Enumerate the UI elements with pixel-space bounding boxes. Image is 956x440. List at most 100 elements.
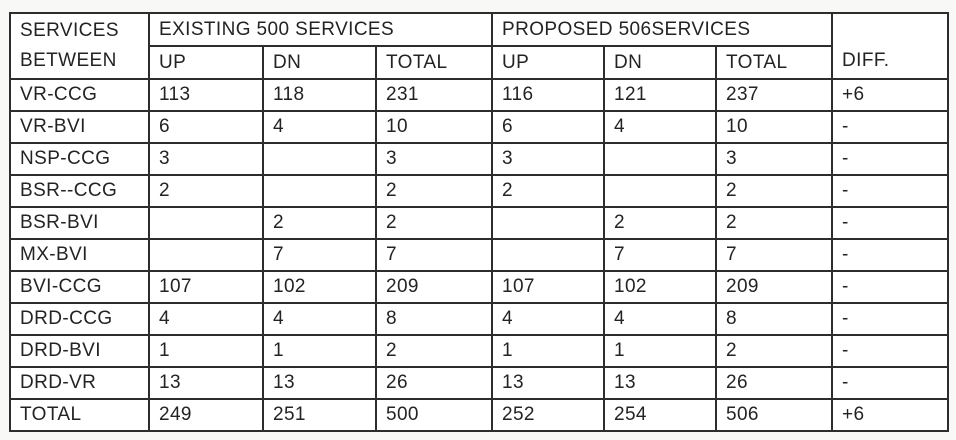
cell-proposed-total: 506 (714, 398, 834, 432)
cell-proposed-dn: 121 (603, 78, 717, 112)
cell-proposed-total: 8 (714, 302, 834, 336)
cell-diff: - (831, 366, 950, 400)
header-proposed-group: PROPOSED 506SERVICES (490, 12, 834, 47)
cell-proposed-up (491, 206, 605, 240)
cell-existing-dn: 102 (262, 270, 377, 304)
cell-existing-total: 2 (375, 206, 493, 240)
cell-existing-up: 6 (148, 110, 264, 144)
cell-diff: - (831, 334, 950, 368)
cell-proposed-dn: 13 (603, 366, 717, 400)
cell-diff: - (831, 142, 950, 176)
cell-existing-total: 7 (375, 238, 493, 272)
cell-existing-total: 8 (375, 302, 493, 336)
cell-proposed-total: 209 (714, 270, 834, 304)
services-comparison-table: SERVICES BETWEEN EXISTING 500 SERVICES P… (9, 12, 950, 432)
cell-proposed-up: 3 (491, 142, 605, 176)
cell-proposed-up: 252 (491, 398, 605, 432)
cell-existing-total: 209 (375, 270, 493, 304)
table-row: MX-BVI 7 7 7 7 - (9, 238, 950, 272)
cell-service-label: DRD-CCG (9, 302, 150, 336)
cell-diff: - (831, 302, 950, 336)
table-row: NSP-CCG 3 3 3 3 - (9, 142, 950, 176)
cell-diff: +6 (831, 398, 950, 432)
cell-existing-dn: 13 (262, 366, 377, 400)
cell-existing-dn (262, 142, 377, 176)
cell-proposed-dn: 254 (603, 398, 717, 432)
cell-proposed-up: 4 (491, 302, 605, 336)
cell-proposed-up: 1 (491, 334, 605, 368)
cell-existing-up: 13 (148, 366, 264, 400)
cell-proposed-up: 107 (491, 270, 605, 304)
subheader-proposed-dn: DN (603, 45, 717, 80)
cell-existing-total: 10 (375, 110, 493, 144)
cell-service-label: BSR-BVI (9, 206, 150, 240)
cell-service-label: DRD-BVI (9, 334, 150, 368)
subheader-proposed-total: TOTAL (714, 45, 834, 80)
table-row-total: TOTAL 249 251 500 252 254 506 +6 (9, 398, 950, 432)
cell-existing-dn: 4 (262, 110, 377, 144)
cell-existing-up: 113 (148, 78, 264, 112)
cell-existing-dn (262, 174, 377, 208)
cell-proposed-total: 237 (714, 78, 834, 112)
subheader-proposed-up: UP (491, 45, 605, 80)
cell-proposed-up: 13 (491, 366, 605, 400)
cell-existing-up: 1 (148, 334, 264, 368)
table-row: BVI-CCG 107 102 209 107 102 209 - (9, 270, 950, 304)
cell-diff: - (831, 270, 950, 304)
cell-proposed-total: 2 (714, 334, 834, 368)
cell-existing-total: 3 (375, 142, 493, 176)
cell-existing-up: 4 (148, 302, 264, 336)
cell-existing-up (148, 206, 264, 240)
cell-proposed-total: 26 (714, 366, 834, 400)
cell-existing-total: 500 (375, 398, 493, 432)
cell-proposed-dn (603, 142, 717, 176)
cell-existing-up: 2 (148, 174, 264, 208)
table-row: BSR--CCG 2 2 2 2 - (9, 174, 950, 208)
cell-proposed-dn: 4 (603, 110, 717, 144)
subheader-existing-dn: DN (262, 45, 377, 80)
cell-proposed-up: 6 (491, 110, 605, 144)
table-row: VR-BVI 6 4 10 6 4 10 - (9, 110, 950, 144)
cell-existing-dn: 118 (262, 78, 377, 112)
cell-service-label: VR-CCG (9, 78, 150, 112)
cell-proposed-total: 3 (714, 142, 834, 176)
cell-existing-dn: 251 (262, 398, 377, 432)
cell-proposed-dn: 1 (603, 334, 717, 368)
header-row-subcolumns: UP DN TOTAL UP DN TOTAL (10, 45, 948, 80)
cell-existing-up: 249 (148, 398, 264, 432)
cell-proposed-dn (603, 174, 717, 208)
cell-existing-total: 2 (375, 174, 493, 208)
header-services-between: SERVICES BETWEEN (9, 12, 150, 80)
cell-diff: - (831, 206, 950, 240)
cell-proposed-dn: 2 (603, 206, 717, 240)
cell-proposed-up: 116 (491, 78, 605, 112)
cell-proposed-total: 2 (714, 206, 834, 240)
cell-existing-total: 231 (375, 78, 493, 112)
cell-existing-up (148, 238, 264, 272)
header-existing-group: EXISTING 500 SERVICES (148, 12, 493, 47)
cell-existing-dn: 2 (262, 206, 377, 240)
header-services-line: SERVICES (20, 20, 119, 41)
cell-existing-up: 107 (148, 270, 264, 304)
cell-service-label: TOTAL (9, 398, 150, 432)
table-row: DRD-VR 13 13 26 13 13 26 - (9, 366, 950, 400)
subheader-existing-up: UP (148, 45, 264, 80)
table-row: BSR-BVI 2 2 2 2 - (9, 206, 950, 240)
cell-existing-total: 26 (375, 366, 493, 400)
cell-proposed-dn: 4 (603, 302, 717, 336)
cell-diff: - (831, 174, 950, 208)
cell-proposed-up (491, 238, 605, 272)
header-between-line: BETWEEN (20, 50, 117, 71)
cell-existing-dn: 7 (262, 238, 377, 272)
cell-proposed-dn: 102 (603, 270, 717, 304)
cell-diff: - (831, 238, 950, 272)
cell-diff: +6 (831, 78, 950, 112)
cell-proposed-total: 10 (714, 110, 834, 144)
cell-existing-dn: 4 (262, 302, 377, 336)
cell-service-label: NSP-CCG (9, 142, 150, 176)
cell-service-label: DRD-VR (9, 366, 150, 400)
cell-service-label: MX-BVI (9, 238, 150, 272)
cell-existing-dn: 1 (262, 334, 377, 368)
table-row: DRD-CCG 4 4 8 4 4 8 - (9, 302, 950, 336)
